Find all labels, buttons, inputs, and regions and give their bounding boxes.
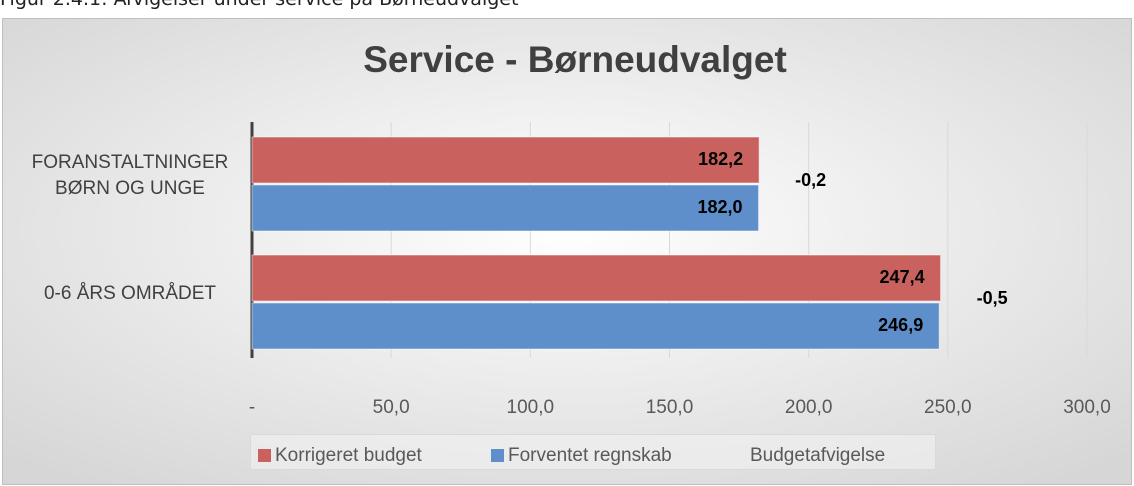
chart-area [2, 18, 1132, 485]
bar [251, 136, 760, 184]
bar [251, 254, 942, 302]
x-tick-label: 50,0 [373, 397, 410, 418]
x-tick-label: - [249, 397, 255, 418]
bar [251, 184, 760, 232]
bar [251, 302, 940, 350]
data-label: 182,0 [698, 197, 743, 217]
legend-label: Korrigeret budget [275, 445, 423, 466]
y-tick-label: FORANSTALTNINGER BØRN OG UNGE [31, 152, 229, 199]
legend-swatch [258, 449, 271, 462]
data-label: 246,9 [878, 315, 923, 335]
x-tick-label: 100,0 [507, 397, 555, 418]
chart-title: Service - Børneudvalget [363, 39, 787, 80]
data-label: 247,4 [880, 267, 925, 287]
y-tick-label: 0-6 ÅRS OMRÅDET [43, 283, 217, 304]
x-tick-label: 300,0 [1063, 397, 1111, 418]
data-label: -0,5 [977, 288, 1008, 308]
x-tick-label: 250,0 [924, 397, 972, 418]
legend-box [250, 434, 936, 470]
x-tick-label: 150,0 [646, 397, 694, 418]
caption: Figur 2.4.1: Afvigelser under service på… [0, 0, 518, 10]
legend-label: Forventet regnskab [508, 445, 672, 466]
data-label: -0,2 [795, 170, 826, 190]
data-label: 182,2 [698, 149, 743, 169]
x-tick-label: 200,0 [785, 397, 833, 418]
legend-swatch [491, 449, 504, 462]
legend-label: Budgetafvigelse [750, 445, 885, 466]
